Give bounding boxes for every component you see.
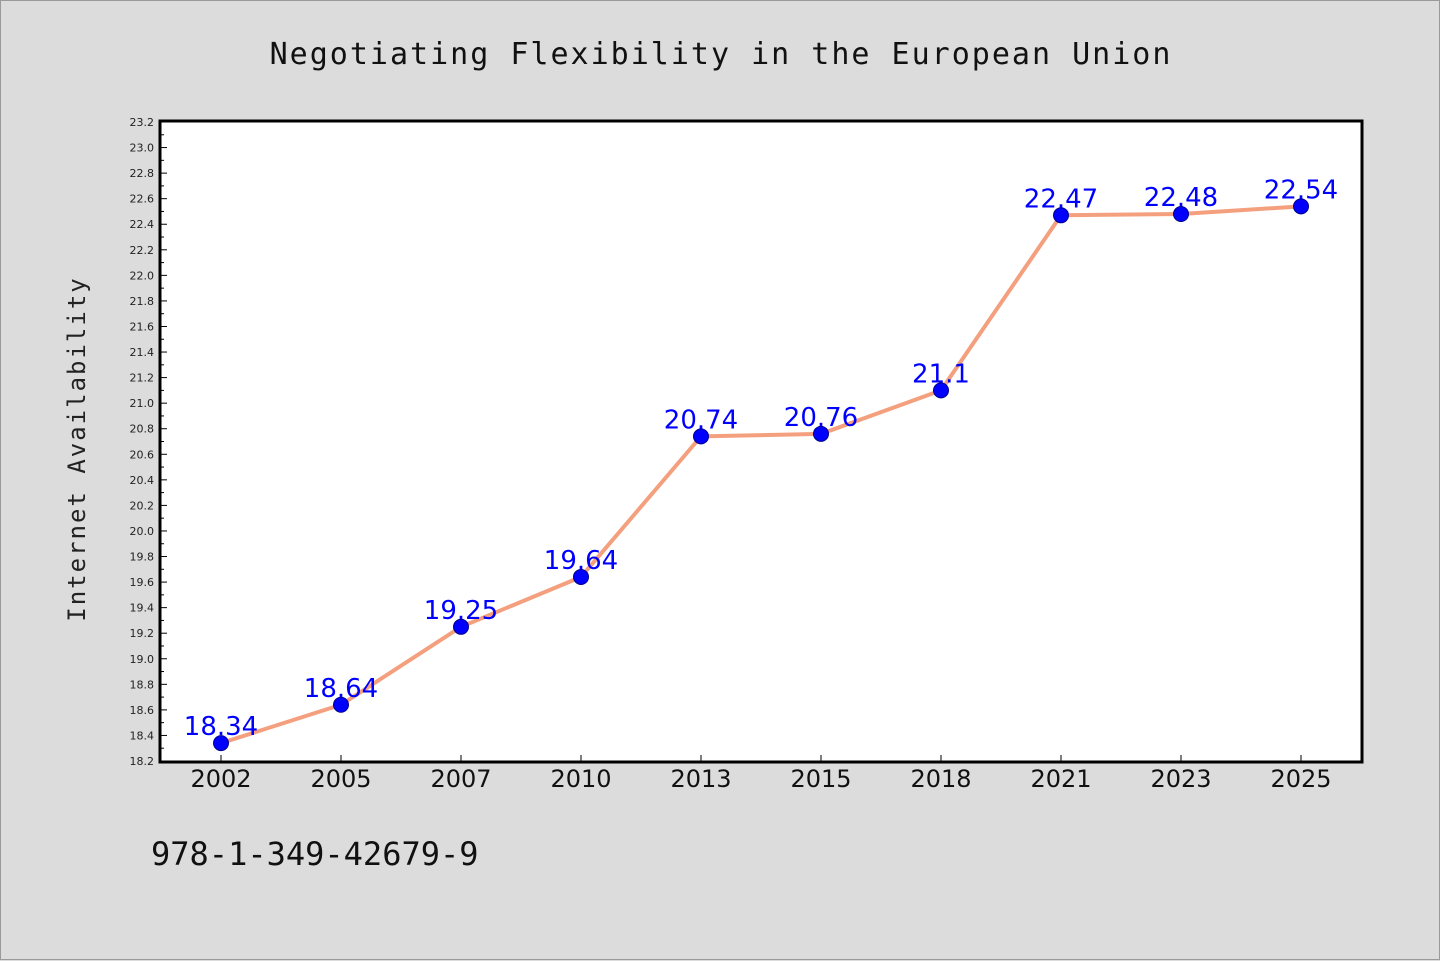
isbn-text: 978-1-349-42679-9 — [151, 835, 479, 873]
data-label: 20.76 — [784, 403, 858, 433]
data-point — [1053, 207, 1069, 224]
y-tick-label: 23.2 — [130, 116, 155, 129]
x-tick-label: 2025 — [1270, 765, 1331, 793]
data-point — [1173, 206, 1189, 223]
y-tick-label: 21.0 — [130, 397, 155, 410]
y-tick-label: 21.8 — [130, 295, 155, 308]
y-tick-label: 18.4 — [130, 729, 155, 742]
x-tick-label: 2007 — [430, 765, 491, 793]
data-label: 22.48 — [1144, 183, 1218, 213]
data-point — [1293, 198, 1309, 215]
y-tick-label: 19.8 — [130, 551, 155, 564]
data-point — [333, 696, 349, 713]
y-tick-label: 21.6 — [130, 320, 155, 333]
series-line — [219, 204, 1303, 746]
data-label: 18.34 — [184, 712, 258, 742]
y-tick-label: 22.2 — [130, 244, 155, 257]
y-tick-label: 20.4 — [130, 474, 155, 487]
data-label: 19.64 — [544, 546, 618, 576]
data-label: 22.47 — [1024, 184, 1098, 214]
y-tick-label: 20.6 — [130, 448, 155, 461]
y-tick-label: 22.0 — [130, 269, 155, 282]
y-tick-label: 22.4 — [130, 218, 155, 231]
y-tick-label: 19.6 — [130, 576, 155, 589]
y-tick-label: 22.6 — [130, 193, 155, 206]
x-tick-label: 2021 — [1030, 765, 1091, 793]
y-tick-label: 20.2 — [130, 499, 155, 512]
x-axis: 2002 2005 2007 2010 2013 2015 2018 2021 2023 2025 — [190, 755, 1332, 793]
data-label: 22.54 — [1264, 175, 1338, 205]
chart-title: Negotiating Flexibility in the European … — [270, 37, 1173, 72]
x-tick-label: 2010 — [550, 765, 611, 793]
y-tick-label: 21.4 — [130, 346, 155, 359]
y-axis-label: Internet Availability — [63, 276, 91, 621]
data-label: 19.25 — [424, 596, 498, 626]
y-tick-label: 18.2 — [130, 755, 155, 768]
data-point — [693, 428, 709, 445]
data-point — [573, 568, 589, 585]
y-tick-label: 18.6 — [130, 704, 155, 717]
data-point — [213, 735, 229, 752]
y-tick-label: 21.2 — [130, 372, 155, 385]
series-group: 18.34 18.64 19.25 19.64 20.74 20.76 21.1 22.47 2… — [184, 175, 1338, 752]
y-tick-label: 19.4 — [130, 602, 155, 615]
data-label: 20.74 — [664, 405, 738, 435]
x-tick-label: 2018 — [910, 765, 971, 793]
x-tick-label: 2023 — [1150, 765, 1211, 793]
y-tick-label: 19.0 — [130, 653, 155, 666]
x-tick-label: 2013 — [670, 765, 731, 793]
plot-area — [158, 119, 1364, 764]
data-label: 18.64 — [304, 674, 378, 704]
data-point — [813, 425, 829, 442]
x-tick-label: 2005 — [310, 765, 371, 793]
x-tick-label: 2015 — [790, 765, 851, 793]
y-tick-label: 20.8 — [130, 423, 155, 436]
y-tick-label: 20.0 — [130, 525, 155, 538]
y-tick-label: 19.2 — [130, 627, 155, 640]
y-tick-label: 18.8 — [130, 678, 155, 691]
y-tick-label: 23.0 — [130, 142, 155, 155]
x-tick-label: 2002 — [190, 765, 251, 793]
y-axis: 18.2 18.4 18.6 18.8 19.0 19.2 19.4 19.6 19.8 20.0… — [130, 116, 167, 768]
data-label: 21.1 — [912, 359, 970, 389]
data-point — [933, 382, 949, 399]
y-tick-label: 22.8 — [130, 167, 155, 180]
data-point — [453, 618, 469, 635]
